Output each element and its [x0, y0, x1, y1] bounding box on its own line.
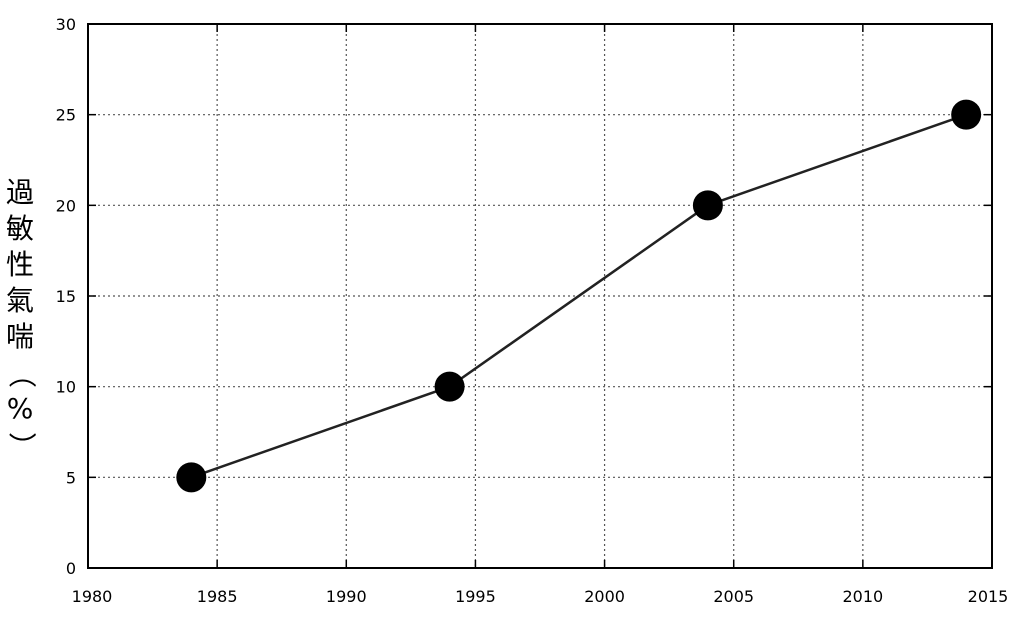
series-line	[190, 113, 967, 479]
y-axis-label-char: 氣	[6, 284, 34, 317]
data-point	[434, 371, 465, 402]
x-tick-label: 2015	[968, 587, 1009, 606]
x-tick-label: 1980	[72, 587, 113, 606]
x-tick-label: 2010	[842, 587, 883, 606]
y-axis-label-char: 敏	[6, 212, 34, 245]
y-axis-label-char: 過	[6, 176, 34, 209]
x-tick-label: 1985	[197, 587, 238, 606]
y-axis-label-char: 喘	[6, 320, 34, 353]
data-point	[692, 190, 723, 221]
y-tick-label: 15	[56, 287, 76, 306]
data-point	[176, 462, 207, 493]
y-tick-label: 30	[56, 15, 76, 34]
y-tick-label: 10	[56, 378, 76, 397]
x-axis-tick-labels: 1980 1985 1990 1995 2000 2005 2010 2015	[72, 587, 1009, 606]
y-axis-tick-labels: 0 5 10 15 20 25 30	[56, 15, 76, 578]
y-tick-label: 5	[66, 468, 76, 487]
x-tick-label: 1995	[455, 587, 496, 606]
y-axis-label-char: 性	[6, 248, 34, 281]
y-axis-label-char: ）	[5, 432, 38, 460]
y-axis-label-char: %	[7, 392, 34, 425]
y-axis-label-char: （	[5, 360, 38, 388]
x-tick-label: 2005	[713, 587, 754, 606]
y-tick-label: 0	[66, 559, 76, 578]
x-tick-label: 2000	[584, 587, 625, 606]
x-tick-label: 1990	[326, 587, 367, 606]
axis-ticks	[88, 24, 992, 568]
y-tick-label: 20	[56, 196, 76, 215]
grid	[88, 24, 992, 568]
data-point	[951, 99, 982, 130]
y-tick-label: 25	[56, 106, 76, 125]
series	[176, 99, 982, 493]
